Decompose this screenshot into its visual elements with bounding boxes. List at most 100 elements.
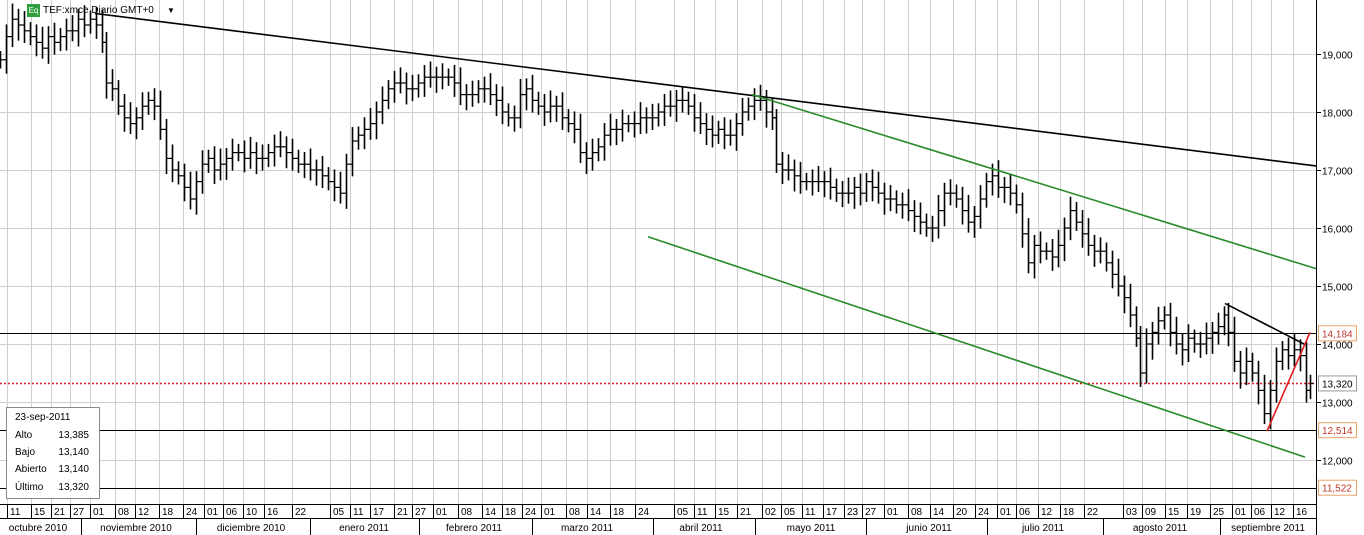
month-label: noviembre 2010 [100,523,172,534]
day-tick-label: 18 [613,507,625,518]
trendline [94,12,1317,167]
price-level-box [1318,479,1357,496]
day-tick-label: 03 [1126,507,1138,518]
trendline [1224,302,1305,345]
info-row-abierto: Abierto 13,140 [15,464,89,475]
month-label: enero 2011 [339,523,389,534]
month-label: febrero 2011 [446,523,502,534]
day-tick-label: 11 [353,507,364,518]
day-tick-label: 01 [436,507,448,518]
level-lines [0,333,1316,489]
day-tick-label: 21 [54,507,66,518]
month-label: abril 2011 [679,523,723,534]
day-tick-label: 02 [765,507,777,518]
month-label: diciembre 2010 [217,523,286,534]
price-tick-label: 14,000 [1322,341,1353,352]
instrument-badge[interactable]: Eq [27,4,40,17]
day-tick-label: 15 [718,507,730,518]
price-tick-label: 19,000 [1322,51,1353,62]
day-tick-label: 21 [740,507,752,518]
day-tick-label: 06 [1019,507,1031,518]
price-level-box [1318,325,1357,342]
day-tick-label: 16 [267,507,279,518]
price-level-label: 14,184 [1322,329,1353,340]
day-tick-label: 27 [865,507,877,518]
price-level-box [1318,422,1357,439]
day-tick-label: 24 [978,507,990,518]
chart-grid [0,0,1316,504]
price-level-label: 13,320 [1322,379,1353,390]
chevron-down-icon[interactable]: ▼ [167,6,175,15]
day-tick-label: 08 [461,507,473,518]
month-label: agosto 2011 [1133,523,1188,534]
day-tick-label: 27 [73,507,85,518]
day-tick-label: 19 [1190,507,1202,518]
day-tick-label: 21 [397,507,409,518]
day-tick-label: 27 [415,507,427,518]
day-tick-label: 16 [1296,507,1308,518]
month-label: septiembre 2011 [1231,523,1305,534]
day-tick-label: 12 [1041,507,1053,518]
time-axis-panel [0,504,1316,535]
day-tick-label: 05 [677,507,689,518]
price-axis-panel [1316,0,1364,504]
month-label: julio 2011 [1021,523,1065,534]
day-tick-label: 11 [10,507,21,518]
day-tick-label: 14 [933,507,945,518]
price-tick-label: 17,000 [1322,167,1353,178]
day-tick-label: 15 [34,507,46,518]
month-label: junio 2011 [905,523,952,534]
month-label: marzo 2011 [561,523,614,534]
day-tick-label: 22 [295,507,307,518]
day-tick-label: 01 [207,507,219,518]
day-tick-label: 10 [246,507,258,518]
day-tick-label: 18 [1063,507,1075,518]
day-tick-label: 11 [805,507,816,518]
price-tick-label: 18,000 [1322,109,1353,120]
month-label: mayo 2011 [787,523,836,534]
day-tick-label: 22 [1087,507,1099,518]
day-tick-label: 24 [525,507,537,518]
chart-title: TEF:xmce Diario GMT+0 [43,5,154,16]
day-tick-label: 18 [162,507,174,518]
day-tick-label: 25 [1213,507,1225,518]
price-level-label: 12,514 [1322,426,1353,437]
day-tick-label: 01 [544,507,556,518]
price-tick-label: 13,000 [1322,399,1353,410]
price-level-box [1318,375,1357,392]
ohlc-bars [0,3,1314,430]
day-tick-label: 06 [226,507,238,518]
day-tick-label: 11 [697,507,708,518]
day-tick-label: 08 [118,507,130,518]
day-tick-label: 20 [956,507,968,518]
day-tick-label: 23 [847,507,859,518]
day-tick-label: 18 [505,507,517,518]
day-tick-label: 12 [1274,507,1286,518]
day-tick-label: 08 [911,507,923,518]
trendline [647,235,1306,458]
day-tick-label: 24 [638,507,650,518]
price-level-label: 11,522 [1322,484,1352,495]
day-tick-label: 17 [826,507,838,518]
price-tick-label: 12,000 [1322,457,1353,468]
day-tick-label: 01 [1235,507,1247,518]
info-row-alto: Alto 13,385 [15,430,89,441]
trendlines[interactable] [94,12,1317,458]
info-row-bajo: Bajo 13,140 [15,447,89,458]
day-tick-label: 14 [485,507,497,518]
day-tick-label: 01 [887,507,899,518]
day-tick-label: 15 [1168,507,1180,518]
trendline [751,93,1317,270]
day-tick-label: 06 [1254,507,1266,518]
info-row-ultimo: Último 13,320 [15,482,89,493]
day-tick-label: 12 [138,507,150,518]
day-tick-label: 01 [1000,507,1012,518]
month-label: octubre 2010 [9,523,68,534]
day-tick-label: 01 [93,507,105,518]
day-tick-label: 05 [333,507,345,518]
info-date: 23-sep-2011 [15,412,71,423]
day-tick-label: 08 [569,507,581,518]
day-tick-label: 17 [373,507,385,518]
